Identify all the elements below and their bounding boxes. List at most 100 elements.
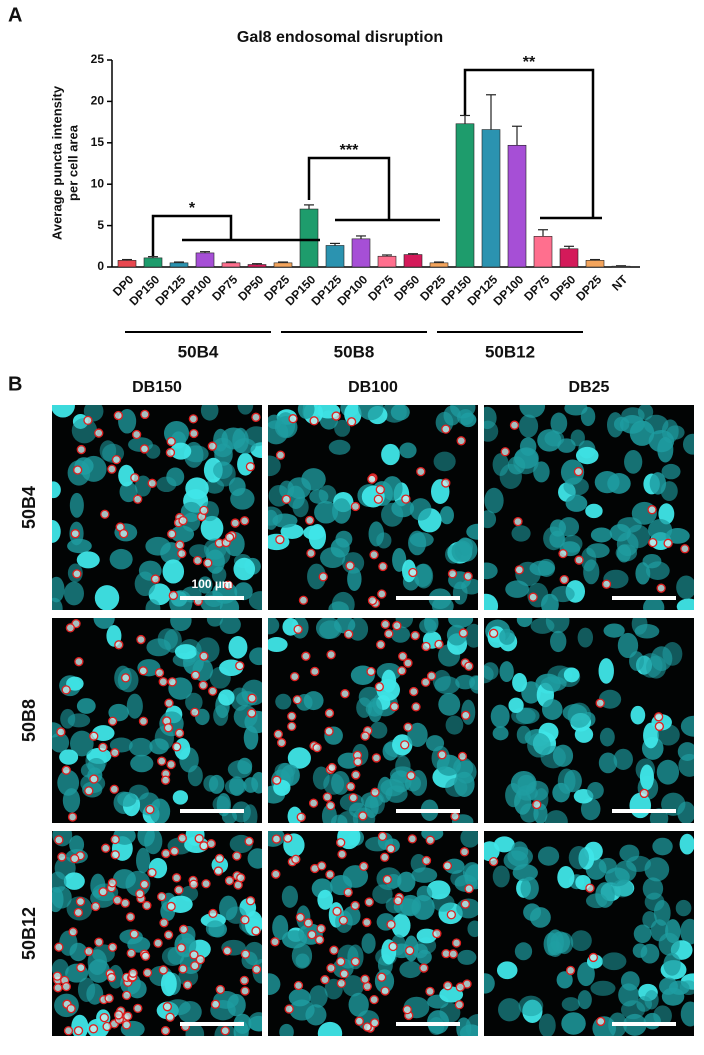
- cell: [249, 647, 269, 665]
- cell: [457, 950, 476, 965]
- cell: [519, 394, 545, 418]
- cell: [578, 990, 592, 1009]
- bar: [586, 260, 604, 267]
- cell: [681, 1001, 700, 1026]
- chart-title: Gal8 endosomal disruption: [237, 29, 443, 46]
- cell: [557, 866, 574, 888]
- cell: [382, 476, 403, 501]
- cell: [455, 538, 478, 562]
- cell: [569, 846, 589, 869]
- cell: [87, 758, 105, 774]
- cell: [599, 752, 617, 773]
- cell: [515, 942, 532, 960]
- cell: [127, 694, 143, 719]
- cell: [380, 779, 404, 796]
- cell: [542, 699, 563, 720]
- x-tick-label: DP100: [335, 272, 371, 308]
- cell: [629, 651, 644, 671]
- cell: [218, 689, 234, 705]
- cell: [170, 610, 191, 631]
- bar: [222, 263, 240, 267]
- cell: [538, 846, 559, 865]
- bar: [430, 263, 448, 267]
- cell: [564, 668, 580, 683]
- cell: [64, 872, 85, 889]
- bar: [196, 253, 214, 267]
- cell: [329, 440, 351, 455]
- cell: [493, 865, 510, 887]
- cell: [643, 597, 664, 618]
- scale-bar-label: 100 µm: [192, 577, 233, 591]
- error-bar: [538, 230, 548, 237]
- error-bar: [356, 236, 366, 239]
- cell: [410, 498, 432, 520]
- cell: [624, 450, 642, 474]
- cell: [228, 760, 252, 778]
- cell: [590, 981, 615, 996]
- row-label: 50B12: [19, 907, 39, 960]
- bar: [300, 209, 318, 267]
- cell: [493, 726, 509, 740]
- cell: [615, 861, 637, 882]
- micrograph: [474, 608, 704, 833]
- cell: [282, 886, 298, 908]
- cell: [563, 477, 589, 495]
- cell: [317, 890, 333, 910]
- cell: [358, 395, 384, 420]
- cell: [511, 771, 537, 796]
- cell: [585, 504, 602, 518]
- cell: [434, 676, 459, 694]
- cell: [549, 531, 565, 548]
- error-bar: [512, 126, 522, 145]
- cell: [644, 990, 658, 1009]
- cell: [602, 952, 627, 970]
- cell: [399, 443, 416, 459]
- cell: [583, 559, 599, 584]
- cell: [631, 706, 646, 725]
- cell: [499, 661, 513, 682]
- column-header: DB150: [132, 379, 182, 396]
- cell: [381, 503, 403, 527]
- cell: [527, 733, 551, 758]
- cell: [512, 673, 527, 692]
- micrograph: [474, 394, 702, 618]
- cell: [173, 790, 188, 804]
- micrograph: 100 µm: [44, 393, 272, 619]
- cell: [266, 637, 288, 652]
- cell: [479, 510, 496, 528]
- cell: [508, 698, 523, 713]
- error-bar: [460, 115, 470, 123]
- bar: [456, 124, 474, 267]
- cell: [46, 481, 61, 498]
- cell: [611, 879, 633, 897]
- bar: [352, 239, 370, 267]
- bar: [118, 260, 136, 267]
- cell: [440, 506, 454, 524]
- cell: [64, 582, 84, 606]
- micrograph: [258, 609, 486, 832]
- bar: [560, 249, 578, 267]
- micrograph: [476, 831, 704, 1040]
- cell: [649, 430, 675, 452]
- cell: [233, 558, 255, 581]
- cell: [417, 950, 432, 965]
- cell: [238, 396, 254, 415]
- cell: [298, 399, 315, 419]
- cell: [491, 705, 510, 728]
- cell: [517, 612, 533, 627]
- cell: [645, 857, 670, 881]
- cell: [77, 698, 96, 714]
- micrograph: [43, 607, 270, 829]
- cell: [60, 709, 75, 729]
- cell: [629, 793, 651, 818]
- cell: [145, 599, 160, 618]
- bar: [378, 256, 396, 267]
- cell: [669, 981, 690, 995]
- cell: [444, 406, 461, 426]
- cell: [493, 453, 509, 476]
- cell: [561, 1012, 586, 1035]
- bar: [534, 236, 552, 267]
- x-tick-label: DP75: [209, 272, 240, 303]
- cell: [248, 848, 268, 868]
